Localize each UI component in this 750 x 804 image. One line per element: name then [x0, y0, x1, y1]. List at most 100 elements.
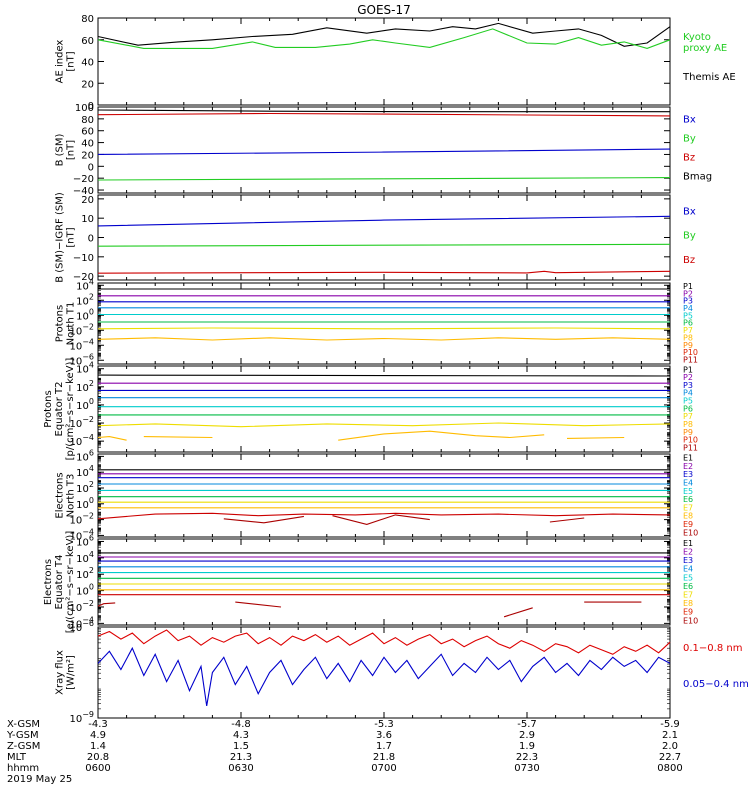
series-line: [97, 177, 671, 181]
legend-entry: E4: [683, 565, 693, 574]
legend-entry: Bz: [683, 153, 695, 164]
legend-entry: P10: [683, 348, 698, 357]
legend-entry: E4: [683, 479, 693, 488]
series-line: [566, 436, 625, 439]
y-tick-label: 100: [75, 103, 94, 114]
x-axis-value: 0730: [514, 763, 539, 774]
panel-frame: [97, 538, 671, 626]
x-axis-table: X-GSM -4.3 -4.8 -5.3 -5.7 -5.9 Y-GSM 4.9 4.3 3.6 2…: [6, 719, 683, 785]
y-tick-label: 100: [76, 397, 94, 412]
x-axis-value: 0800: [657, 763, 682, 774]
legend-entry: By: [683, 231, 696, 242]
y-tick-label: 20: [81, 195, 94, 206]
x-axis-value: 1.7: [376, 741, 392, 752]
x-axis-value: 0700: [371, 763, 396, 774]
legend-entry: Bmag: [683, 172, 712, 183]
x-axis-value: 4.9: [90, 730, 106, 741]
x-axis-value: 2.9: [519, 730, 535, 741]
legend-entry: E9: [683, 520, 693, 529]
y-axis-label: North T1: [66, 302, 77, 346]
legend-entry: E10: [683, 528, 698, 537]
series-line: [97, 646, 671, 706]
legend-entry: E2: [683, 547, 693, 556]
legend-entry: Bx: [683, 206, 696, 217]
legend-entry: E7: [683, 590, 693, 599]
legend-entry: P10: [683, 436, 698, 445]
panel-5: 104 102 100 10−2 10−4 Protons Equator T2 [p/(cm…: [43, 358, 698, 461]
legend-entry: P3: [683, 297, 693, 306]
legend-entry: E8: [683, 599, 693, 608]
x-axis-value: 3.6: [376, 730, 392, 741]
legend-entry: P7: [683, 326, 693, 335]
legend-entry: P4: [683, 389, 693, 398]
series-line: [97, 270, 671, 274]
panel-frame: [97, 282, 671, 365]
legend-entry: Bz: [683, 255, 695, 266]
legend-entry: E3: [683, 470, 693, 479]
y-axis-label: B (SM): [55, 133, 66, 166]
y-tick-label: 40: [81, 58, 94, 69]
y-tick-label: 10−9: [69, 710, 94, 725]
legend-entry: E10: [683, 616, 698, 625]
legend-entry: By: [683, 133, 696, 144]
y-tick-label: 10−4: [69, 527, 94, 542]
series-line: [97, 512, 671, 520]
y-axis-label: Equator T4: [54, 555, 65, 610]
legend-entry: E8: [683, 512, 693, 521]
y-tick-label: 102: [76, 566, 94, 581]
x-axis-value: -5.7: [517, 719, 537, 730]
y-tick-label: 106: [76, 448, 94, 463]
x-axis-value: 0600: [85, 763, 110, 774]
x-axis-value: 0630: [228, 763, 253, 774]
panel-3: 20 10 0 −10 −20 B (SM)−IGRF (SM) [nT] Bx By Bz: [55, 192, 696, 283]
legend-entry: Themis AE: [682, 72, 736, 83]
panel-frame: [97, 194, 671, 281]
y-tick-label: 104: [76, 464, 94, 479]
x-axis-value: 2.1: [662, 730, 678, 741]
y-tick-label: 102: [76, 292, 94, 307]
x-axis-row-label: Z-GSM: [7, 741, 40, 752]
legend-entry: E5: [683, 487, 693, 496]
series-line: [97, 22, 671, 47]
x-axis-value: 1.9: [519, 741, 535, 752]
y-tick-label: 0: [88, 234, 94, 245]
series-line: [235, 601, 282, 608]
x-axis-row-label: hhmm: [7, 763, 39, 774]
legend-entry: P8: [683, 333, 693, 342]
x-axis-value: 22.7: [659, 752, 681, 763]
x-axis-value: 22.3: [516, 752, 538, 763]
y-tick-label: 0: [88, 101, 94, 112]
legend-entry: P5: [683, 397, 693, 406]
series-line: [332, 514, 430, 525]
series-line: [97, 629, 671, 655]
y-tick-label: 100: [76, 496, 94, 511]
y-tick-label: −40: [73, 186, 94, 197]
series-line: [97, 28, 671, 49]
y-tick-label: 10−4: [69, 337, 94, 352]
y-tick-label: 10−4: [69, 433, 94, 448]
panel-frame: [97, 626, 671, 719]
y-axis-label: B (SM)−IGRF (SM): [55, 192, 66, 283]
y-axis-label: Electrons: [43, 559, 54, 605]
y-tick-label: 60: [81, 127, 94, 138]
legend-entry: E7: [683, 503, 693, 512]
y-tick-label: 10−2: [69, 599, 94, 614]
series-line: [503, 607, 533, 618]
y-axis-label: [W/m²]: [66, 655, 77, 690]
x-axis-value: 4.3: [233, 730, 249, 741]
y-axis-label: [nT]: [66, 51, 77, 71]
legend-entry: proxy AE: [683, 43, 727, 54]
legend-entry: 0.05−0.4 nm: [683, 679, 749, 690]
legend-entry: E5: [683, 573, 693, 582]
y-axis-label: [nT]: [66, 227, 77, 247]
y-tick-label: 102: [76, 480, 94, 495]
legend-entry: E3: [683, 556, 693, 565]
y-tick-label: 104: [76, 277, 94, 292]
legend-entry: P11: [683, 356, 698, 365]
y-axis-label: Protons: [43, 390, 54, 427]
